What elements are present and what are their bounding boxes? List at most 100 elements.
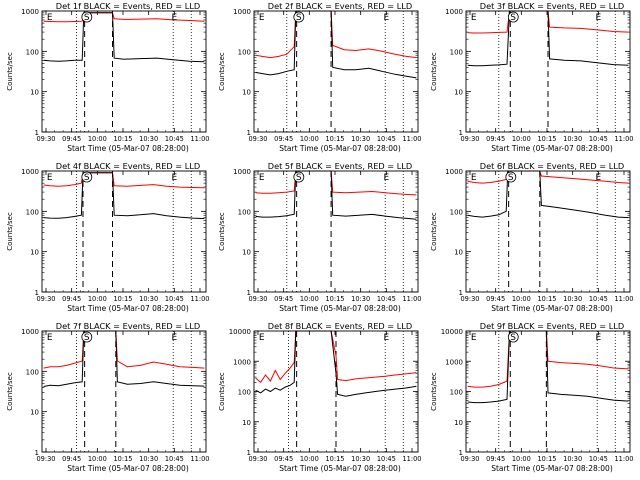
x-axis-label: Start Time (05-Mar-07 08:28:00): [67, 144, 189, 153]
x-tick-label: 10:15: [537, 295, 556, 303]
y-tick-label: 1000: [445, 8, 463, 16]
y-axis-label: Counts/sec: [430, 372, 438, 411]
x-tick-label: 10:15: [113, 295, 132, 303]
marker-e: E: [259, 173, 265, 183]
x-tick-label: 11:00: [614, 135, 633, 143]
y-tick-label: 10000: [441, 328, 463, 336]
x-tick-label: 10:00: [88, 135, 107, 143]
marker-s: S: [296, 173, 302, 183]
y-tick-label: 100: [450, 208, 463, 216]
x-axis-label: Start Time (05-Mar-07 08:28:00): [67, 304, 189, 313]
x-axis-label: Start Time (05-Mar-07 08:28:00): [279, 304, 401, 313]
x-tick-label: 10:30: [139, 455, 158, 463]
y-tick-label: 10000: [229, 328, 251, 336]
marker-s: S: [296, 13, 302, 23]
plot-frame: [41, 170, 207, 293]
series-lld-line: [43, 330, 205, 369]
x-tick-label: 10:30: [139, 295, 158, 303]
x-tick-label: 09:30: [36, 455, 55, 463]
x-tick-label: 09:45: [62, 135, 81, 143]
x-tick-label: 10:00: [88, 295, 107, 303]
y-tick-label: 1: [459, 129, 463, 137]
x-tick-label: 10:00: [88, 455, 107, 463]
x-tick-label: 09:45: [62, 295, 81, 303]
panel-title: Det 3f BLACK = Events, RED = LLD: [480, 1, 624, 11]
plot-frame: [253, 10, 419, 133]
panel-title: Det 9f BLACK = Events, RED = LLD: [480, 321, 624, 331]
marker-s-circle: [505, 171, 517, 183]
marker-s: S: [84, 333, 90, 343]
x-tick-label: 10:15: [325, 455, 344, 463]
panel-title: Det 4f BLACK = Events, RED = LLD: [56, 161, 200, 171]
marker-s-circle: [81, 171, 93, 183]
x-tick-label: 09:45: [274, 295, 293, 303]
marker-s: S: [510, 13, 516, 23]
x-axis-label: Start Time (05-Mar-07 08:28:00): [279, 144, 401, 153]
x-tick-label: 10:30: [563, 295, 582, 303]
x-tick-label: 10:15: [325, 135, 344, 143]
y-tick-label: 1: [247, 129, 251, 137]
y-tick-label: 10: [30, 249, 39, 257]
y-tick-label: 100: [238, 208, 251, 216]
x-tick-label: 09:30: [36, 295, 55, 303]
panel-det-8: Det 8f BLACK = Events, RED = LLD Counts/s…: [218, 321, 422, 473]
y-axis-label: Counts/sec: [6, 212, 14, 251]
x-tick-label: 10:45: [589, 295, 608, 303]
series-events-line: [43, 172, 205, 220]
x-tick-label: 10:30: [351, 295, 370, 303]
marker-e: E: [471, 13, 477, 23]
x-tick-label: 09:30: [248, 295, 267, 303]
marker-e: E: [47, 13, 53, 23]
y-tick-label: 100: [26, 208, 39, 216]
x-tick-label: 11:00: [402, 135, 421, 143]
y-tick-label: 1: [247, 449, 251, 457]
x-tick-label: 10:00: [512, 135, 531, 143]
marker-s-circle: [293, 11, 305, 23]
y-tick-label: 1000: [21, 8, 39, 16]
x-tick-label: 10:15: [325, 295, 344, 303]
x-tick-label: 10:30: [351, 135, 370, 143]
x-tick-label: 11:00: [190, 455, 209, 463]
x-tick-label: 10:30: [139, 135, 158, 143]
y-tick-label: 100: [450, 48, 463, 56]
x-tick-label: 10:30: [563, 455, 582, 463]
y-axis-label: Counts/sec: [218, 52, 226, 91]
x-tick-label: 09:30: [460, 295, 479, 303]
marker-s: S: [508, 173, 514, 183]
x-tick-label: 10:15: [113, 455, 132, 463]
y-tick-label: 1: [35, 449, 39, 457]
y-tick-label: 10: [242, 419, 251, 427]
x-tick-label: 10:45: [377, 455, 396, 463]
marker-s: S: [510, 333, 516, 343]
x-tick-label: 10:45: [377, 135, 396, 143]
panel-det-4: Det 4f BLACK = Events, RED = LLD Counts/s…: [6, 161, 210, 313]
x-tick-label: 10:30: [351, 455, 370, 463]
y-tick-label: 10: [454, 89, 463, 97]
series-events-line: [43, 12, 205, 63]
x-tick-label: 09:30: [460, 455, 479, 463]
panel-title: Det 6f BLACK = Events, RED = LLD: [480, 161, 624, 171]
series-events-line: [43, 330, 205, 387]
y-tick-label: 10: [30, 89, 39, 97]
x-tick-label: 11:00: [614, 295, 633, 303]
x-tick-label: 10:15: [537, 135, 556, 143]
x-tick-label: 10:00: [300, 295, 319, 303]
x-tick-label: 10:00: [300, 135, 319, 143]
y-tick-label: 100: [26, 48, 39, 56]
x-tick-label: 11:00: [190, 135, 209, 143]
series-lld-line: [255, 10, 417, 59]
marker-e: E: [384, 333, 390, 343]
x-tick-label: 10:45: [165, 455, 184, 463]
series-lld-line: [255, 330, 417, 384]
x-tick-label: 10:45: [589, 135, 608, 143]
x-tick-label: 09:30: [248, 455, 267, 463]
panel-title: Det 5f BLACK = Events, RED = LLD: [268, 161, 412, 171]
x-tick-label: 09:45: [62, 455, 81, 463]
series-events-line: [467, 170, 629, 219]
marker-s-circle: [507, 11, 519, 23]
marker-s-circle: [81, 331, 93, 343]
series-events-line: [255, 330, 417, 397]
x-tick-label: 10:45: [165, 135, 184, 143]
panel-det-2: Det 2f BLACK = Events, RED = LLD Counts/s…: [218, 1, 422, 153]
